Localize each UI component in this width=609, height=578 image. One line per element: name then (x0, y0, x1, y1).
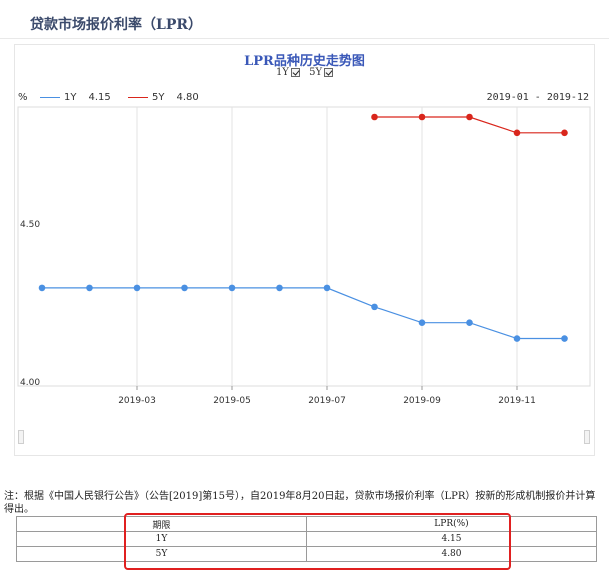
table-row: 5Y 4.80 (16, 546, 597, 562)
series-5y-point (466, 113, 473, 121)
legend-item-5y[interactable]: 5Y 4.80 (128, 92, 199, 103)
lpr-table: 期限 LPR(%) 1Y 4.15 5Y 4.80 (16, 516, 597, 562)
y-tick-label: 4.00 (20, 378, 40, 388)
series-5y-point (418, 113, 426, 121)
title-divider (0, 38, 609, 39)
series-5y-point (561, 129, 568, 137)
date-range: 2019-01 - 2019-12 (486, 92, 589, 103)
x-tick-label: 2019-09 (403, 396, 441, 406)
series-1y-point (133, 284, 141, 292)
page-title: 贷款市场报价利率（LPR） (30, 17, 203, 33)
legend-5y-value: 4.80 (176, 92, 199, 103)
series-toggles: 1Y 5Y (0, 67, 609, 78)
toggle-1y[interactable]: 1Y (276, 67, 300, 78)
plot-frame (17, 106, 591, 387)
legend-1y-swatch (40, 97, 60, 98)
table-cell-rate: 4.80 (306, 546, 597, 562)
series-1y-point (181, 284, 188, 292)
range-scroll-right-handle[interactable] (584, 430, 590, 444)
toggle-5y-label: 5Y (309, 67, 323, 78)
x-tick-label: 2019-11 (498, 396, 536, 406)
chart-panel (14, 44, 595, 456)
series-1y-point (276, 284, 283, 292)
y-tick-label: 4.50 (20, 220, 40, 230)
series-1y-point (561, 335, 568, 342)
series-5y-point (513, 129, 521, 137)
series-1y-point (38, 284, 46, 292)
legend-5y-swatch (128, 97, 148, 98)
footnote: 注：根据《中国人民银行公告》（公告[2019]第15号），自2019年8月20日… (4, 491, 596, 515)
series-1y-point (418, 319, 426, 327)
toggle-5y[interactable]: 5Y (309, 67, 334, 78)
series-1y-line (42, 287, 565, 340)
series-1y-point (513, 335, 521, 342)
x-tick-label: 2019-07 (308, 396, 346, 406)
range-scroll-left-handle[interactable] (18, 430, 24, 444)
legend-item-1y[interactable]: 1Y 4.15 (40, 92, 111, 103)
series-1y-point (371, 303, 378, 311)
x-tick-label: 2019-05 (213, 396, 251, 406)
legend-1y-value: 4.15 (88, 92, 111, 103)
toggle-1y-checkbox[interactable] (290, 68, 300, 77)
series-1y-point (323, 284, 331, 292)
legend-5y-label: 5Y (152, 92, 165, 103)
highlight-box (124, 513, 511, 570)
toggle-5y-checkbox[interactable] (324, 68, 334, 77)
toggle-1y-label: 1Y (275, 67, 289, 78)
series-1y-point (228, 284, 236, 292)
y-unit: % (18, 92, 28, 103)
series-5y-point (371, 113, 378, 121)
series-1y-point (466, 319, 473, 327)
chart-title: LPR品种历史走势图 (244, 54, 365, 69)
series-1y-point (86, 284, 93, 292)
legend-1y-label: 1Y (64, 92, 77, 103)
x-tick-label: 2019-03 (118, 396, 156, 406)
